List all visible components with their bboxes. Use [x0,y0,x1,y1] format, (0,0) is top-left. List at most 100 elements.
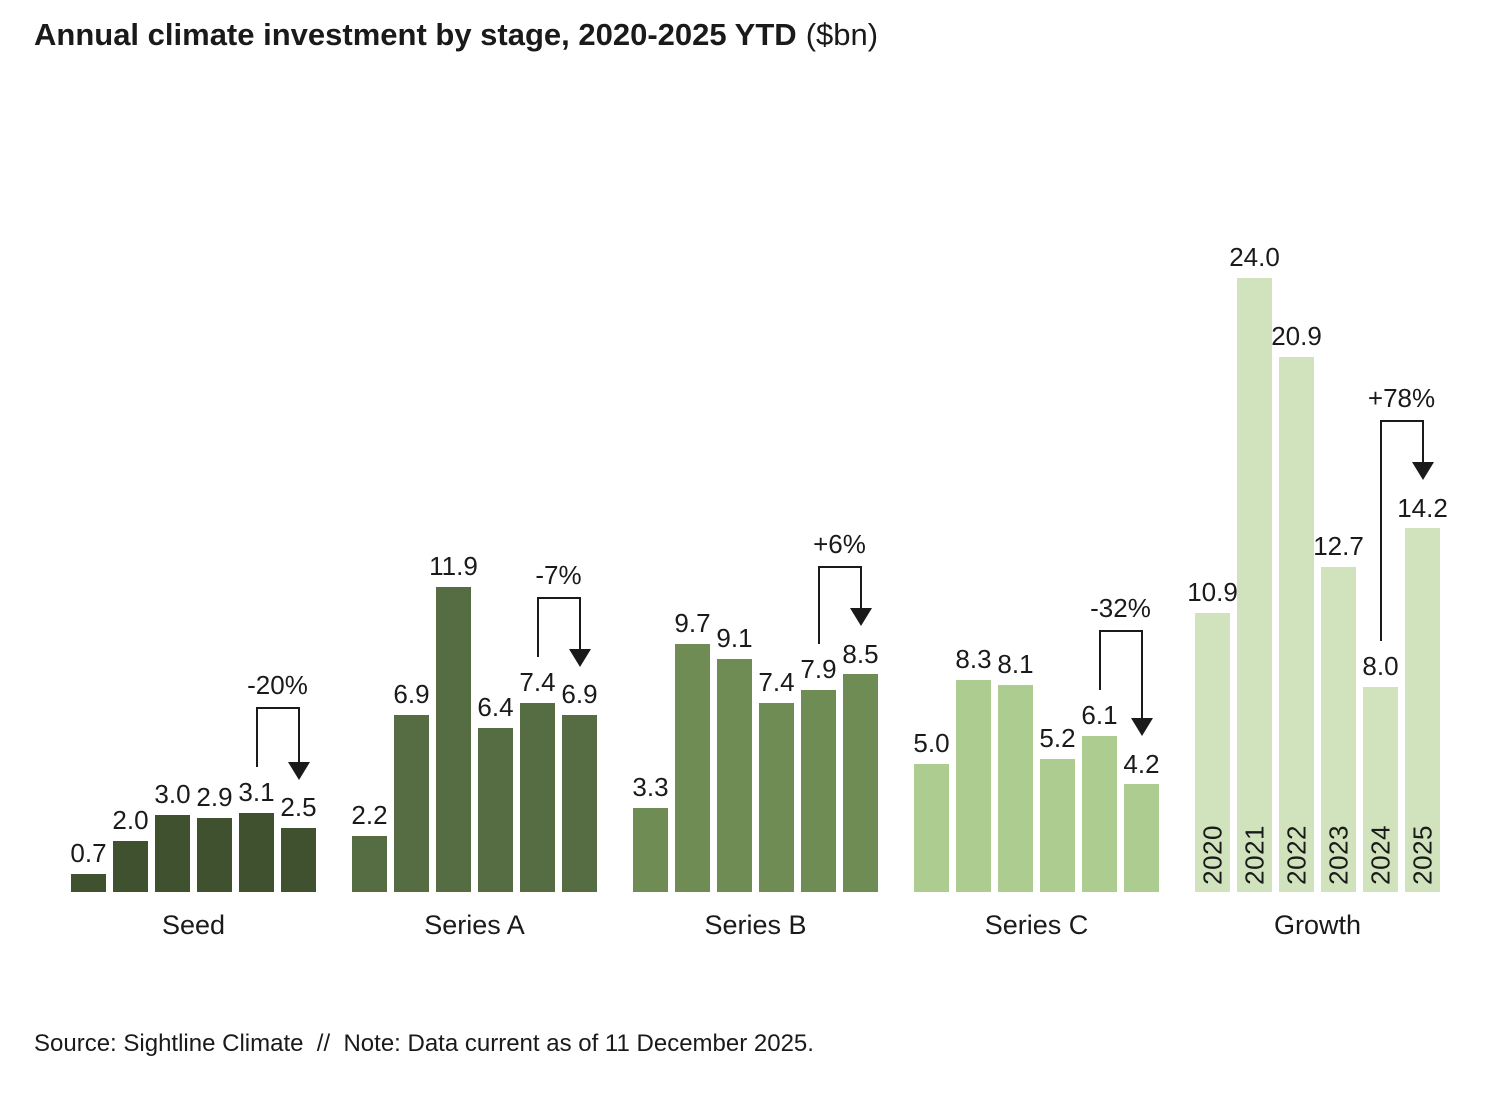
bar-series-c-2020 [914,764,949,892]
bar-slot-2024: 6.1 [1081,699,1118,892]
group-label-seed: Seed [161,910,226,940]
value-label: 9.1 [716,623,753,654]
bar-slot-2025: 6.9 [561,679,598,892]
bar-slot-2024: 8.0 2024 [1362,651,1399,892]
bar-slot-2021: 9.7 [674,607,711,892]
bar-series-c-2024 [1082,735,1117,892]
bar-series-a-2020 [352,835,387,892]
value-label: 8.0 [1362,651,1399,682]
bar-series-b-2023 [759,702,794,892]
bar-slot-2022: 20.9 2022 [1271,321,1322,892]
bar-series-b-2022 [717,659,752,892]
value-label: 20.9 [1271,321,1322,352]
chart-title-unit: ($bn) [805,17,879,52]
year-label: 2022 [1281,825,1311,885]
value-label: 14.2 [1397,492,1448,523]
stage-group-series-b: 3.3 9.7 9.1 7.4 7.9 8.5 +6% Series B [632,277,879,940]
bar-row-growth: 10.9 2020 24.0 2021 20.9 2022 12.7 2023 8.0 2024 1… [1187,242,1448,892]
bar-slot-2024: 7.4 [519,666,556,892]
stage-group-seed: 0.7 2.0 3.0 2.9 3.1 2.5 -20% Seed [70,277,317,940]
bar-series-a-2021 [394,715,429,892]
bar-slot-2020: 10.9 2020 [1187,577,1238,892]
value-label: 2.2 [351,799,388,830]
bar-slot-2021: 8.3 [955,644,992,892]
bar-series-c-2021 [956,679,991,892]
bar-seed-2022 [155,815,190,892]
bar-series-b-2025 [843,674,878,892]
bar-series-a-2025 [562,715,597,892]
bar-slot-2022: 11.9 [429,552,478,892]
value-label: 2.5 [280,792,317,823]
pct-change-label: -20% [247,669,308,700]
chart-title: Annual climate investment by stage, 2020… [34,16,878,53]
value-label: 6.4 [477,692,514,723]
bar-seed-2025 [281,828,316,892]
bar-series-b-2024 [801,689,836,892]
bracket-right-line [859,566,862,609]
bar-row-series-b: 3.3 9.7 9.1 7.4 7.9 8.5 [632,607,879,892]
bar-seed-2020 [71,874,106,892]
year-label: 2021 [1239,825,1269,885]
bar-series-c-2023 [1040,758,1075,892]
value-label: 6.9 [393,679,430,710]
value-label: 2.0 [112,804,149,835]
value-label: 10.9 [1187,577,1238,608]
bar-growth-2024: 2024 [1363,687,1398,892]
value-label: 6.9 [561,679,598,710]
value-label: 7.4 [758,666,795,697]
stage-group-series-a: 2.2 6.9 11.9 6.4 7.4 6.9 -7% Series A [351,277,598,940]
group-label-series-c: Series C [984,910,1089,940]
stage-group-growth: 10.9 2020 24.0 2021 20.9 2022 12.7 2023 8.0 2024 1… [1187,242,1448,940]
bar-slot-2025: 2.5 [280,792,317,892]
group-label-series-b: Series B [704,910,807,940]
value-label: 0.7 [70,838,107,869]
bracket-left-line [255,706,258,767]
value-label: 7.4 [519,666,556,697]
source-note: Source: Sightline Climate // Note: Data … [34,1030,814,1057]
value-label: 5.2 [1039,723,1076,753]
value-label: 3.0 [154,779,191,810]
bar-growth-2021: 2021 [1237,277,1272,892]
group-label-series-a: Series A [424,910,525,940]
value-label: 11.9 [429,551,478,582]
bar-slot-2023: 6.4 [477,692,514,892]
value-label: 5.0 [913,728,950,759]
bracket-horizontal-line [817,566,862,569]
pct-change-label: -32% [1090,592,1151,623]
bar-row-series-a: 2.2 6.9 11.9 6.4 7.4 6.9 [351,552,598,892]
bar-slot-2020: 0.7 [70,838,107,892]
bar-slot-2023: 12.7 2023 [1313,531,1364,892]
bracket-horizontal-line [255,706,300,709]
bar-series-a-2024 [520,702,555,892]
value-label: 9.7 [674,607,711,638]
value-label: 6.1 [1081,699,1118,730]
bar-slot-2025: 8.5 [842,639,879,892]
bar-slot-2022: 9.1 [716,623,753,892]
bar-series-b-2021 [675,643,710,892]
bar-growth-2023: 2023 [1321,566,1356,892]
bar-slot-2025: 4.2 [1123,749,1160,892]
bar-slot-2023: 5.2 [1039,723,1076,892]
bar-series-a-2023 [478,728,513,892]
value-label: 2.9 [196,781,233,812]
bar-growth-2022: 2022 [1279,356,1314,892]
bracket-right-line [297,706,300,762]
year-label: 2025 [1407,825,1437,885]
bar-slot-2020: 3.3 [632,771,669,892]
bar-slot-2021: 2.0 [112,804,149,892]
value-label: 3.3 [632,771,669,802]
bar-series-a-2022 [436,587,471,892]
bar-series-b-2020 [633,807,668,892]
bar-row-series-c: 5.0 8.3 8.1 5.2 6.1 4.2 [913,644,1160,892]
year-label: 2023 [1323,825,1353,885]
bar-slot-2020: 5.0 [913,728,950,892]
bar-slot-2021: 24.0 2021 [1229,242,1280,892]
value-label: 12.7 [1313,531,1364,561]
value-label: 24.0 [1229,241,1280,272]
value-label: 7.9 [800,653,837,684]
bar-series-c-2022 [998,684,1033,892]
bar-slot-2023: 7.4 [758,666,795,892]
bar-slot-2025: 14.2 2025 [1397,493,1448,892]
bar-slot-2020: 2.2 [351,799,388,892]
bar-slot-2023: 2.9 [196,781,233,892]
